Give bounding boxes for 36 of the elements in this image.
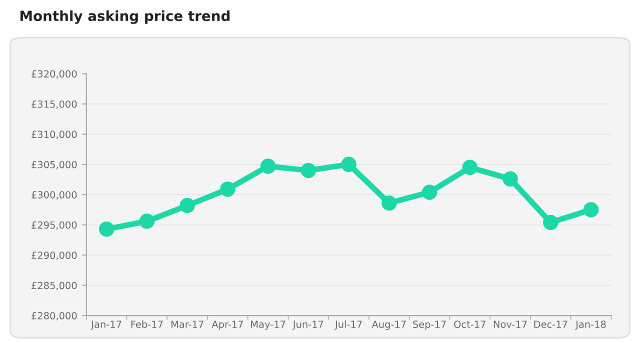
- x-tick-label: Jun-17: [292, 320, 324, 330]
- point: [502, 171, 518, 187]
- x-tick-label: May-17: [251, 320, 286, 330]
- point: [583, 202, 599, 218]
- y-tick-label: £320,000: [32, 70, 77, 79]
- x-tick-label: Feb-17: [131, 320, 163, 328]
- point: [180, 198, 195, 214]
- point: [260, 158, 276, 174]
- point: [422, 184, 438, 200]
- x-tick-label: Sep-17: [413, 320, 446, 330]
- point: [98, 221, 114, 237]
- x-tick-label: Nov-17: [494, 320, 527, 328]
- point: [139, 214, 155, 229]
- y-tick-label: £280,000: [32, 312, 77, 320]
- x-tick-label: Jan-17: [90, 320, 122, 330]
- point: [341, 156, 356, 172]
- y-tick-label: £295,000: [32, 221, 77, 230]
- x-tick-label: Mar-17: [171, 320, 204, 328]
- x-tick-label: Aug-17: [372, 320, 406, 330]
- point: [300, 162, 316, 178]
- point: [543, 214, 558, 230]
- point: [382, 195, 397, 211]
- y-tick-label: £305,000: [32, 160, 77, 170]
- y-tick-label: £310,000: [32, 130, 77, 140]
- x-tick-label: Jul-17: [334, 320, 362, 330]
- y-tick-label: £315,000: [32, 100, 77, 109]
- x-tick-label: Oct-17: [454, 320, 486, 328]
- y-tick-label: £300,000: [32, 191, 77, 200]
- chart-title: Monthly asking price trend: [20, 10, 230, 24]
- x-tick-label: Jan-18: [575, 320, 606, 330]
- y-tick-label: £285,000: [32, 282, 77, 290]
- x-tick-label: Apr-17: [212, 320, 243, 330]
- x-tick-label: Dec-17: [534, 320, 568, 328]
- point: [220, 182, 236, 197]
- y-tick-label: £290,000: [32, 252, 77, 260]
- point: [462, 160, 478, 176]
